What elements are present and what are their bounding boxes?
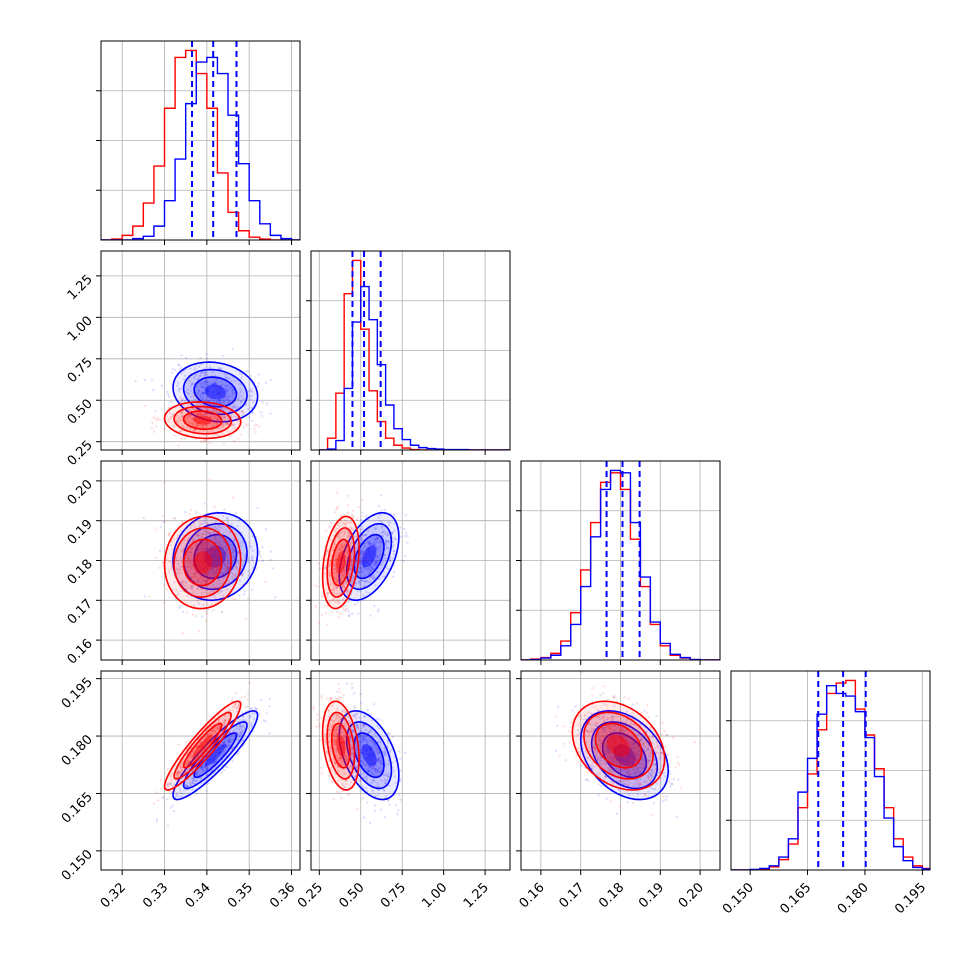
- panel-2-2: [516, 460, 721, 665]
- contour-series_b: [336, 550, 346, 575]
- contour-series_a: [204, 744, 226, 767]
- panel-1-1: [306, 250, 511, 455]
- panel-frame: [310, 670, 511, 871]
- x-tick-label: 0.150: [720, 880, 757, 917]
- panel-2-0: 0.16 0.17 0.18 0.19 0.20: [65, 460, 301, 667]
- panel-1-0: 0.25 0.50 0.75 1.00 1.25: [65, 250, 301, 469]
- x-tick-label: 0.32: [98, 880, 129, 911]
- histogram-series_b: [319, 259, 510, 450]
- x-tick-label: 0.35: [225, 880, 256, 911]
- x-tick-label: 0.195: [892, 880, 929, 917]
- panel-plot-area: [101, 461, 300, 660]
- histogram-series_a: [101, 56, 300, 240]
- panel-3-1: 0.25 0.50 0.75 1.00 1.25: [295, 670, 511, 911]
- panel-frame: [310, 460, 511, 661]
- y-tick-label: 0.165: [59, 790, 96, 827]
- panel-frame: [730, 670, 931, 871]
- y-tick-label: 0.25: [65, 438, 96, 469]
- y-tick-label: 0.195: [59, 675, 96, 712]
- panel-plot-area: [311, 461, 510, 660]
- panel-3-3: 0.150 0.165 0.180 0.195: [720, 670, 931, 917]
- scatter-cloud-series_b: [314, 491, 372, 626]
- contour-series_a: [361, 545, 377, 568]
- panel-plot-area: [521, 671, 720, 870]
- panel-plot-area: [521, 461, 720, 660]
- y-tick-label: 0.16: [65, 636, 96, 667]
- x-tick-label: 0.36: [267, 880, 298, 911]
- y-tick-label: 0.20: [65, 477, 96, 508]
- x-tick-label: 0.20: [676, 880, 707, 911]
- contour-series_b: [336, 734, 346, 757]
- y-tick-label: 0.50: [65, 396, 96, 427]
- x-tick-label: 0.33: [140, 880, 171, 911]
- y-tick-label: 0.18: [65, 557, 96, 588]
- x-tick-label: 0.17: [556, 880, 587, 911]
- panel-plot-area: [311, 671, 510, 870]
- panel-3-2: 0.16 0.17 0.18 0.19 0.20: [516, 670, 721, 911]
- contour-series_b: [606, 734, 631, 757]
- contour-series_b: [193, 734, 213, 757]
- x-tick-label: 1.00: [419, 880, 450, 911]
- y-tick-label: 1.25: [65, 272, 96, 303]
- histogram-series_a: [731, 684, 930, 870]
- contour-series_a: [204, 384, 226, 400]
- histogram-series_b: [731, 679, 930, 870]
- y-tick-label: 0.75: [65, 355, 96, 386]
- panel-frame: [520, 670, 721, 871]
- contour-series_b: [193, 415, 213, 425]
- x-tick-label: 1.25: [461, 880, 492, 911]
- panel-plot-area: [731, 671, 930, 870]
- panel-3-0: 0.150 0.165 0.180 0.195 0.32 0.33 0.34 0.35 0.36: [59, 670, 301, 911]
- histogram-series_a: [521, 469, 720, 660]
- histogram-series_b: [101, 49, 300, 240]
- panel-frame: [310, 250, 511, 451]
- panel-frame: [100, 40, 301, 241]
- x-tick-label: 0.25: [295, 880, 326, 911]
- x-tick-label: 0.18: [596, 880, 627, 911]
- panel-frame: [100, 670, 301, 871]
- panel-frame: [520, 460, 721, 661]
- panel-plot-area: [101, 251, 300, 450]
- x-tick-label: 0.180: [835, 880, 872, 917]
- contour-series_a: [361, 744, 377, 767]
- x-tick-label: 0.50: [336, 880, 367, 911]
- y-tick-label: 0.19: [65, 517, 96, 548]
- panel-plot-area: [101, 41, 300, 240]
- x-tick-label: 0.165: [777, 880, 814, 917]
- panel-plot-area: [311, 251, 510, 450]
- histogram-series_a: [319, 285, 510, 450]
- panel-frame: [100, 460, 301, 661]
- x-tick-label: 0.34: [183, 880, 214, 911]
- panel-0-0: [96, 40, 301, 245]
- x-tick-label: 0.19: [636, 880, 667, 911]
- x-tick-label: 0.75: [378, 880, 409, 911]
- y-tick-label: 0.180: [59, 732, 96, 769]
- panel-frame: [100, 250, 301, 451]
- contour-series_b: [193, 550, 213, 575]
- panel-plot-area: [101, 671, 300, 870]
- panel-2-1: [306, 460, 511, 665]
- histogram-series_b: [521, 472, 720, 660]
- y-tick-label: 0.150: [59, 847, 96, 884]
- x-tick-label: 0.16: [517, 880, 548, 911]
- y-tick-label: 1.00: [65, 314, 96, 345]
- y-tick-label: 0.17: [65, 597, 96, 628]
